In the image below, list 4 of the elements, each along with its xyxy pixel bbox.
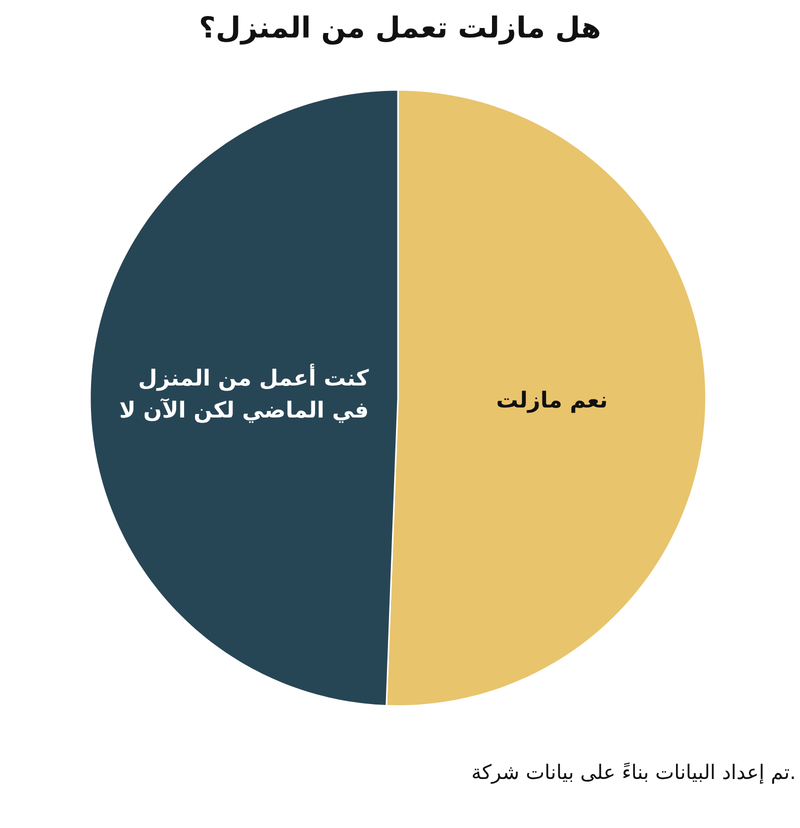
slice-label: كنت أعمل من المنزل في الماضي لكن الآن لا [119, 364, 369, 424]
slice-label: نعم مازلت [496, 388, 608, 414]
chart-title: هل مازلت تعمل من المنزل؟ [198, 10, 602, 46]
text: تم إعداد البيانات بناءً على بيانات شركة. [471, 760, 796, 784]
